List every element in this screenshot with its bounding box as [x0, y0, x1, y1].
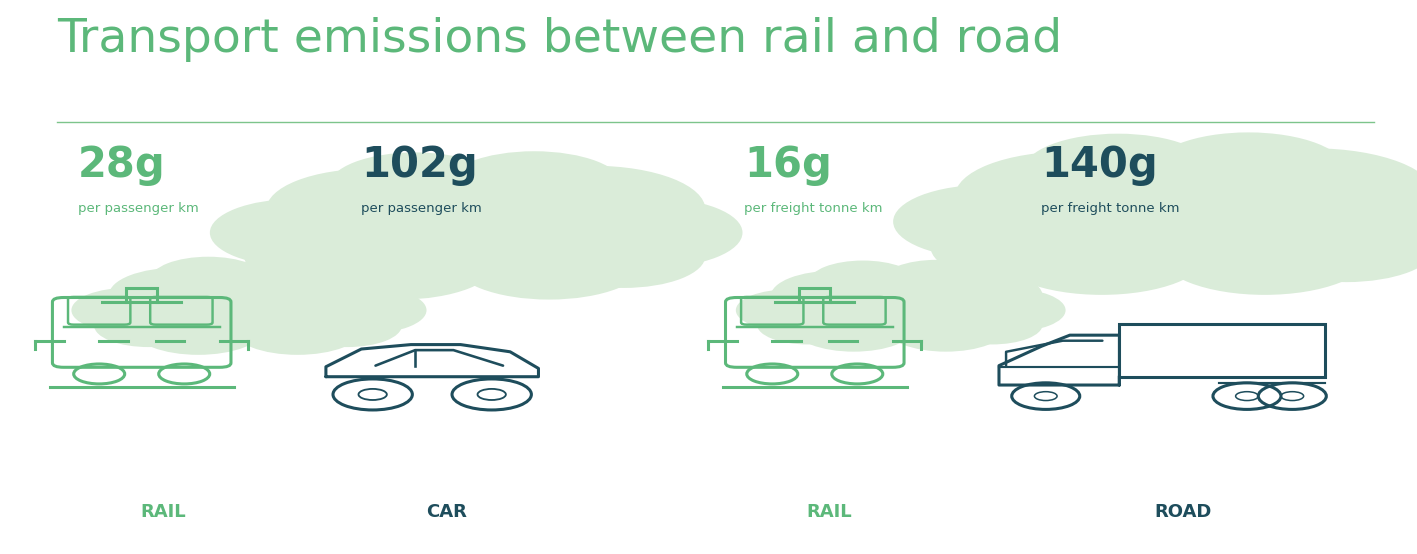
- Circle shape: [266, 168, 475, 250]
- Circle shape: [1044, 167, 1322, 276]
- Circle shape: [232, 305, 363, 355]
- Circle shape: [541, 224, 706, 288]
- Text: RAIL: RAIL: [140, 504, 186, 521]
- Circle shape: [893, 184, 1083, 259]
- Circle shape: [886, 305, 1006, 352]
- Circle shape: [1257, 212, 1417, 282]
- Circle shape: [822, 280, 978, 341]
- Circle shape: [735, 289, 843, 331]
- Circle shape: [809, 260, 917, 302]
- Text: Transport emissions between rail and road: Transport emissions between rail and roa…: [57, 17, 1061, 61]
- Circle shape: [150, 257, 266, 302]
- Circle shape: [771, 271, 900, 321]
- Circle shape: [71, 288, 187, 333]
- Text: 28g: 28g: [78, 144, 166, 186]
- Circle shape: [133, 305, 262, 355]
- Circle shape: [941, 305, 1043, 345]
- Text: 140g: 140g: [1041, 144, 1158, 186]
- Circle shape: [293, 304, 402, 347]
- Circle shape: [794, 305, 914, 352]
- Text: 102g: 102g: [361, 144, 478, 186]
- Circle shape: [1159, 212, 1370, 295]
- Circle shape: [482, 166, 706, 253]
- Circle shape: [1023, 134, 1213, 208]
- Text: per freight tonne km: per freight tonne km: [1041, 202, 1180, 215]
- Circle shape: [1151, 132, 1346, 209]
- Circle shape: [564, 198, 743, 268]
- Text: RAIL: RAIL: [806, 504, 852, 521]
- Circle shape: [931, 212, 1110, 282]
- Text: ROAD: ROAD: [1155, 504, 1212, 521]
- Circle shape: [904, 269, 1043, 323]
- Circle shape: [94, 304, 204, 347]
- Circle shape: [445, 151, 623, 221]
- Circle shape: [955, 151, 1183, 240]
- Circle shape: [307, 287, 427, 334]
- Text: CAR: CAR: [427, 504, 466, 521]
- Circle shape: [164, 277, 332, 343]
- Circle shape: [329, 152, 502, 220]
- Circle shape: [349, 183, 601, 282]
- Circle shape: [109, 268, 248, 322]
- Text: 16g: 16g: [744, 144, 832, 186]
- Text: per passenger km: per passenger km: [361, 202, 482, 215]
- Circle shape: [955, 289, 1066, 332]
- Text: per freight tonne km: per freight tonne km: [744, 202, 883, 215]
- Circle shape: [996, 212, 1207, 295]
- Circle shape: [1192, 148, 1417, 244]
- Circle shape: [228, 256, 347, 302]
- Circle shape: [244, 224, 408, 288]
- Circle shape: [881, 260, 992, 303]
- Circle shape: [452, 224, 646, 300]
- Circle shape: [210, 199, 383, 266]
- Text: per passenger km: per passenger km: [78, 202, 198, 215]
- Circle shape: [757, 305, 859, 345]
- Circle shape: [1281, 183, 1417, 260]
- Circle shape: [254, 266, 402, 324]
- Circle shape: [303, 224, 497, 300]
